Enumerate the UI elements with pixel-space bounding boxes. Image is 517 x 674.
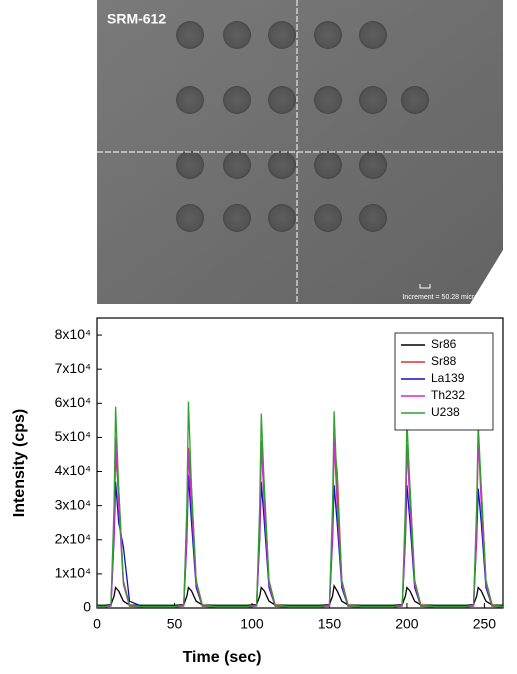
pit xyxy=(314,86,342,114)
pit xyxy=(359,21,387,49)
legend-label: La139 xyxy=(431,371,465,385)
pit xyxy=(359,151,387,179)
pit xyxy=(268,21,296,49)
pit xyxy=(176,151,204,179)
y-tick-label: 8x10⁴ xyxy=(55,326,91,342)
y-tick-label: 7x10⁴ xyxy=(55,360,91,376)
pit xyxy=(314,21,342,49)
legend-box xyxy=(394,332,494,431)
y-tick-label: 1x10⁴ xyxy=(55,565,91,581)
legend: Sr86 Sr88 La139 Th232 U238 xyxy=(394,332,494,431)
x-tick-label: 50 xyxy=(167,616,183,632)
y-tick-label: 0 xyxy=(83,599,91,615)
pit xyxy=(359,204,387,232)
pit xyxy=(223,86,251,114)
x-tick-label: 100 xyxy=(240,616,264,632)
pit xyxy=(223,21,251,49)
image-label: SRM-612 xyxy=(107,11,166,27)
y-tick-label: 2x10⁴ xyxy=(55,530,91,546)
image-corner xyxy=(470,250,503,304)
series-line xyxy=(97,401,504,608)
legend-label: Sr86 xyxy=(431,337,457,351)
x-tick-label: 250 xyxy=(473,616,497,632)
legend-label: Th232 xyxy=(431,388,465,402)
y-tick-label: 5x10⁴ xyxy=(55,428,91,444)
series-line xyxy=(97,583,504,606)
y-tick-label: 6x10⁴ xyxy=(55,394,91,410)
pit xyxy=(176,21,204,49)
series-line xyxy=(97,474,504,608)
x-axis-label: Time (sec) xyxy=(183,649,262,666)
y-tick-label: 4x10⁴ xyxy=(55,462,91,478)
pit xyxy=(176,204,204,232)
pit xyxy=(314,151,342,179)
series-line xyxy=(97,440,504,607)
pit xyxy=(268,86,296,114)
pit xyxy=(223,151,251,179)
legend-label: U238 xyxy=(431,405,460,419)
scale-text: Increment = 50.28 microns xyxy=(402,294,486,301)
pit xyxy=(359,86,387,114)
pit xyxy=(223,204,251,232)
scale-bar xyxy=(419,284,431,289)
ablation-pits xyxy=(176,21,429,232)
pit xyxy=(176,86,204,114)
series-line xyxy=(97,433,504,608)
plot-frame xyxy=(96,317,504,609)
x-tick-label: 0 xyxy=(93,616,101,632)
x-tick-label: 150 xyxy=(318,616,342,632)
pit xyxy=(401,86,429,114)
y-axis-label: Intensity (cps) xyxy=(11,409,28,517)
pit xyxy=(268,151,296,179)
pit xyxy=(268,204,296,232)
y-tick-label: 3x10⁴ xyxy=(55,496,91,512)
legend-label: Sr88 xyxy=(431,354,457,368)
x-tick-label: 200 xyxy=(395,616,419,632)
pit xyxy=(314,204,342,232)
